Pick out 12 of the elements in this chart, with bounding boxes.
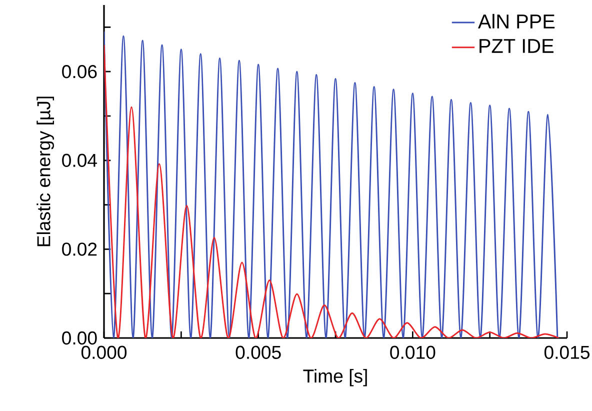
y-tick-label: 0.02 (62, 242, 97, 256)
legend-label: PZT IDE (480, 39, 554, 53)
y-tick-label: 0.06 (62, 65, 97, 78)
legend-label: AlN PPE (478, 14, 555, 28)
x-tick-label: 0.000 (81, 346, 127, 359)
x-tick-label: 0.015 (544, 346, 590, 359)
y-tick-label: 0.04 (62, 154, 97, 167)
x-tick-label: 0.005 (236, 346, 281, 359)
x-tick-label: 0.010 (390, 346, 436, 359)
y-axis-title: Elastic energy [µJ] (36, 96, 54, 246)
y-tick-label: 0.00 (62, 331, 97, 345)
x-axis-title: Time [s] (303, 368, 367, 386)
